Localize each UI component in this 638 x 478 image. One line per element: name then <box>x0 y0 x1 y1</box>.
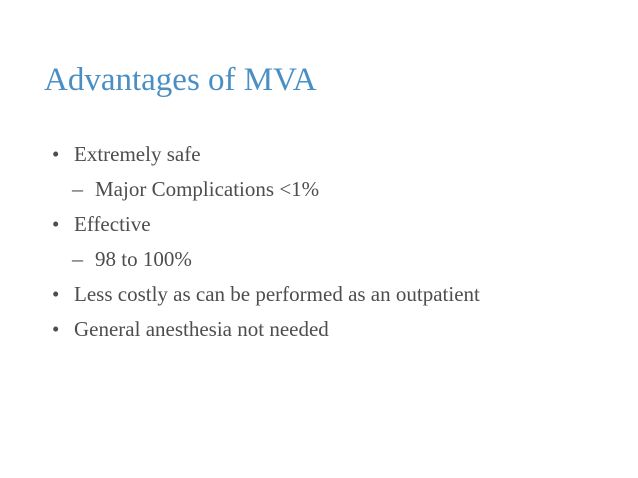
sub-bullet-text: 98 to 100% <box>95 247 192 271</box>
bullet-marker: • <box>52 142 60 166</box>
bullet-text: Extremely safe <box>74 142 201 166</box>
sub-bullet-marker: – <box>72 246 83 271</box>
bullet-text: Effective <box>74 212 151 236</box>
bullet-marker: • <box>52 317 60 341</box>
sub-bullet-marker: – <box>72 176 83 201</box>
sub-bullet-text: Major Complications <1% <box>95 177 320 201</box>
bullet-text: Less costly as can be performed as an ou… <box>74 282 480 306</box>
bullet-marker: • <box>52 212 60 236</box>
bullet-text: General anesthesia not needed <box>74 317 329 341</box>
bullet-marker: • <box>52 282 60 306</box>
slide-title: Advantages of MVA <box>44 62 317 98</box>
